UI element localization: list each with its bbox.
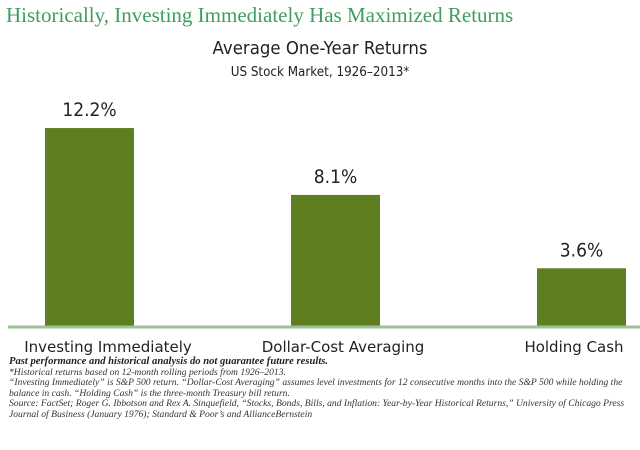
footnotes: Past performance and historical analysis…	[9, 356, 634, 421]
data-label-0: 12.2%	[62, 99, 116, 121]
bars-group	[45, 128, 626, 327]
footnote-definitions: “Investing Immediately” is S&P 500 retur…	[9, 377, 623, 399]
footnote-source: Source: FactSet; Roger G. Ibbotson and R…	[9, 398, 625, 420]
labels-group: 12.2% Investing Immediately 8.1% Dollar-Cos…	[24, 99, 623, 356]
category-label-1: Dollar-Cost Averaging	[262, 338, 425, 356]
disclaimer-note: Past performance and historical analysis…	[9, 356, 329, 367]
chart-subtitle: US Stock Market, 1926–2013*	[230, 65, 410, 80]
data-label-2: 3.6%	[560, 239, 603, 261]
bar-investing-immediately	[45, 128, 134, 327]
footnote-historical: *Historical returns based on 12-month ro…	[9, 366, 286, 378]
category-label-0: Investing Immediately	[24, 338, 192, 356]
chart-title: Average One-Year Returns	[212, 38, 428, 59]
page-headline: Historically, Investing Immediately Has …	[6, 3, 514, 27]
bar-dollar-cost-averaging	[291, 194, 380, 327]
category-label-2: Holding Cash	[524, 338, 623, 356]
data-label-1: 8.1%	[314, 166, 357, 188]
bar-holding-cash	[537, 268, 626, 327]
